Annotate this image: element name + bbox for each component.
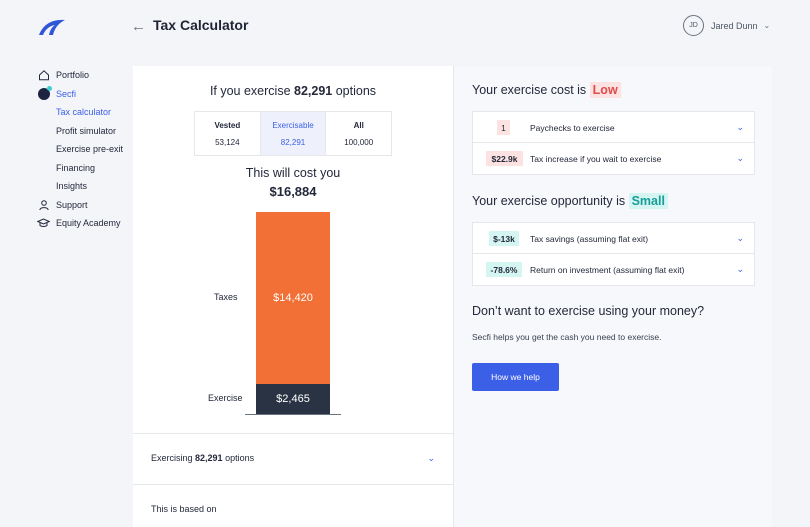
how-we-help-button[interactable]: How we help [472,363,559,391]
tab-label: All [353,120,364,130]
sidebar-item-secfi[interactable]: Secfi [37,85,132,104]
exercise-cost-title: Your exercise cost is Low [472,82,621,98]
sidebar-item-label: Equity Academy [56,218,121,229]
row-value: 1 [497,120,510,135]
cost-level-badge: Low [589,82,621,98]
cost-details-group: 1 Paychecks to exercise ⌄ $22.9k Tax inc… [472,111,755,175]
accordion-prefix: Exercising [151,453,193,463]
avatar: JD [683,15,704,36]
person-icon [37,198,50,211]
opportunity-details-group: $-13k Tax savings (assuming flat exit) ⌄… [472,222,755,286]
exercise-heading: If you exercise 82,291 options [133,84,453,98]
sidebar-item-exercise-pre-exit[interactable]: Exercise pre-exit [37,140,132,159]
row-label: Return on investment (assuming flat exit… [530,265,685,275]
row-value: -78.6% [486,262,522,277]
summary-panel: Your exercise cost is Low 1 Paychecks to… [453,66,772,527]
title-prefix: Your exercise opportunity is [472,194,626,208]
tab-exercisable[interactable]: Exercisable 82,291 [260,112,327,155]
sidebar-item-label: Tax calculator [56,107,112,118]
exercise-label: Exercise [208,393,243,403]
sidebar-item-profit-simulator[interactable]: Profit simulator [37,122,132,141]
chevron-down-icon: ⌄ [736,122,744,132]
sidebar-item-label: Secfi [56,88,77,99]
chevron-down-icon: ⌄ [763,21,771,30]
heading-suffix: options [335,84,377,98]
sidebar-item-tax-calculator[interactable]: Tax calculator [37,103,132,122]
sidebar-item-label: Profit simulator [56,125,117,136]
sidebar-item-label: Support [56,199,88,210]
accordion-suffix: options [225,453,255,463]
back-arrow-icon[interactable]: ← [131,18,146,35]
title-prefix: Your exercise cost is [472,83,587,97]
taxes-label: Taxes [214,292,238,302]
sidebar-item-support[interactable]: Support [37,196,132,215]
home-icon [37,69,50,82]
chevron-down-icon: ⌄ [736,153,744,163]
exercise-bar: $2,465 [256,384,330,414]
row-label: Tax savings (assuming flat exit) [530,234,649,244]
row-label: Tax increase if you wait to exercise [530,154,662,164]
graduation-cap-icon [37,217,50,230]
calculator-card: If you exercise 82,291 options Vested 53… [133,66,453,527]
divider [133,433,453,434]
based-on-text: This is based on [151,504,217,514]
taxes-bar: $14,420 [256,212,330,384]
list-item[interactable]: 1 Paychecks to exercise ⌄ [473,112,754,143]
bar-baseline [245,414,341,415]
sidebar: Portfolio Secfi Tax calculator Profit si… [37,66,132,233]
exercise-value: $2,465 [276,393,310,405]
sidebar-item-equity-academy[interactable]: Equity Academy [37,214,132,233]
secfi-icon [37,85,52,100]
cost-value: $16,884 [269,184,317,199]
row-value: $22.9k [486,151,523,166]
sidebar-item-insights[interactable]: Insights [37,177,132,196]
option-type-tabs: Vested 53,124 Exercisable 82,291 All 100… [194,111,392,156]
exercise-opportunity-title: Your exercise opportunity is Small [472,193,668,209]
tab-count: 82,291 [280,137,306,147]
sidebar-item-portfolio[interactable]: Portfolio [37,66,132,85]
divider [133,484,453,485]
sidebar-item-financing[interactable]: Financing [37,159,132,178]
list-item[interactable]: -78.6% Return on investment (assuming fl… [473,254,754,285]
tab-all[interactable]: All 100,000 [326,112,391,155]
list-item[interactable]: $-13k Tax savings (assuming flat exit) ⌄ [473,223,754,254]
list-item[interactable]: $22.9k Tax increase if you wait to exerc… [473,143,754,174]
user-name: Jared Dunn [711,20,758,31]
accordion-label: Exercising 82,291 options [151,453,254,464]
page-title: Tax Calculator [153,17,249,33]
sidebar-item-label: Portfolio [56,70,90,81]
tab-label: Vested [214,120,241,130]
heading-prefix: If you exercise [209,84,291,98]
cta-heading: Don’t want to exercise using your money? [472,304,705,318]
opportunity-level-badge: Small [628,193,668,209]
row-value: $-13k [489,231,519,246]
sidebar-item-label: Exercise pre-exit [56,144,124,155]
tab-label: Exercisable [272,120,314,130]
cta-text: Secfi helps you get the cash you need to… [472,332,662,342]
accordion-count: 82,291 [195,453,223,463]
secfi-logo[interactable] [37,17,67,37]
cost-label: This will cost you [245,166,341,180]
tab-vested[interactable]: Vested 53,124 [195,112,261,155]
taxes-value: $14,420 [273,292,313,304]
chevron-down-icon: ⌄ [736,264,744,274]
exercising-options-accordion[interactable]: Exercising 82,291 options ⌄ [151,453,435,464]
sidebar-item-label: Financing [56,162,96,173]
user-menu[interactable]: JD Jared Dunn ⌄ [683,15,770,36]
tab-count: 100,000 [344,137,374,147]
chevron-down-icon: ⌄ [427,453,435,463]
sidebar-item-label: Insights [56,181,88,192]
tab-count: 53,124 [215,137,240,147]
row-label: Paychecks to exercise [530,123,615,133]
chevron-down-icon: ⌄ [736,233,744,243]
heading-count: 82,291 [294,84,333,98]
